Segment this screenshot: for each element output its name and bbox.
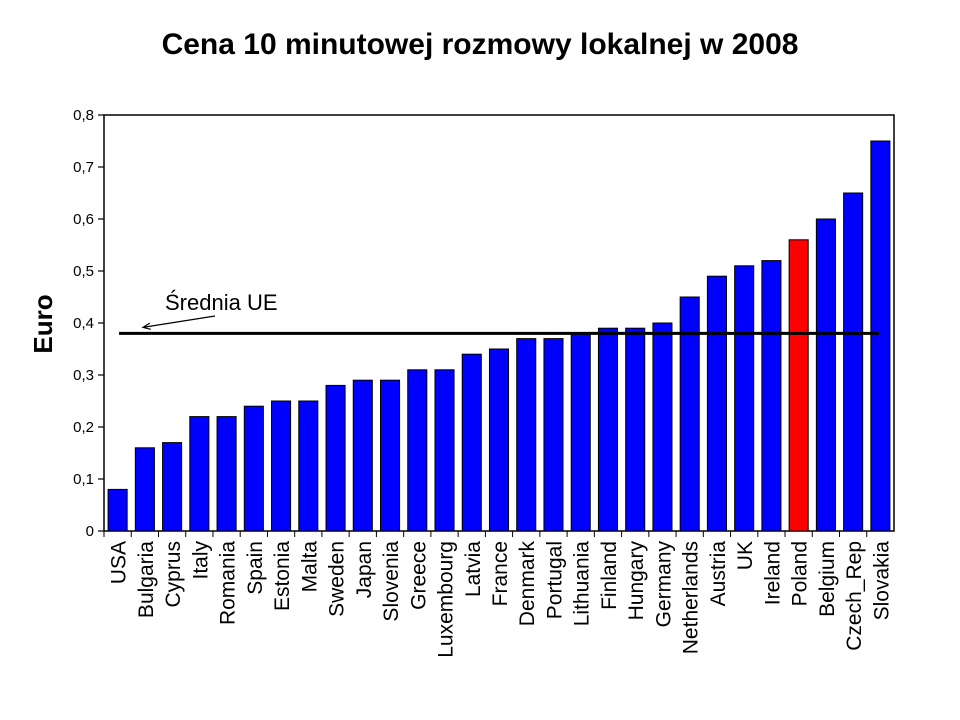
bar-italy (189, 416, 210, 532)
bar-denmark (516, 338, 537, 532)
bar-uk (734, 265, 755, 532)
bar-cyprus (162, 442, 183, 532)
bar-germany (652, 322, 673, 532)
bar-sweden (325, 384, 346, 532)
bar-france (488, 348, 510, 532)
bar-spain (243, 405, 264, 532)
x-tick-label: UK (734, 541, 757, 570)
x-tick-label: Czech_Rep (843, 541, 866, 651)
bars (107, 140, 891, 532)
eu-average-annotation: Średnia UE (165, 290, 278, 315)
y-tick-label: 0,6 (73, 211, 94, 228)
bar-romania (216, 416, 237, 532)
x-tick-label: Estonia (271, 541, 294, 611)
x-axis-labels: USA Bulgaria Cyprus Italy Romania Spain Estoni… (103, 531, 893, 658)
bar-finland (597, 327, 618, 532)
bar-hungary (625, 327, 646, 532)
bar-poland (788, 239, 809, 532)
x-tick-label: Latvia (462, 541, 485, 597)
bar-greece (407, 369, 428, 532)
y-tick-label: 0 (86, 523, 94, 540)
x-tick-label: Japan (353, 541, 376, 598)
bar-luxembourg (434, 369, 455, 532)
bar-portugal (543, 338, 564, 532)
y-axis-label: Euro (28, 294, 58, 353)
x-tick-label: France (489, 541, 512, 606)
x-tick-label: Spain (244, 541, 267, 595)
chart-title: Cena 10 minutowej rozmowy lokalnej w 200… (161, 28, 799, 61)
x-tick-label: Austria (707, 541, 730, 607)
y-tick-label: 0,1 (73, 471, 94, 488)
x-tick-label: Sweden (326, 541, 349, 617)
y-axis-ticks: 0 0,1 0,2 0,3 0,4 0,5 0,6 0,7 0,8 (73, 107, 104, 540)
bar-lithuania (570, 332, 591, 532)
x-tick-label: Finland (598, 541, 621, 610)
bar-slovenia (380, 379, 401, 532)
y-tick-label: 0,7 (73, 159, 94, 176)
x-tick-label: Lithuania (571, 541, 594, 627)
reference-line-group: Średnia UE (119, 290, 879, 335)
y-tick-label: 0,8 (73, 107, 94, 124)
x-tick-label: Luxembourg (435, 541, 458, 658)
x-tick-label: Netherlands (680, 541, 703, 654)
y-tick-label: 0,5 (73, 263, 94, 280)
bar-bulgaria (134, 447, 155, 532)
x-tick-label: Poland (789, 541, 812, 606)
x-tick-label: Greece (407, 541, 430, 610)
x-tick-label: Portugal (543, 541, 566, 619)
x-tick-label: Belgium (816, 541, 839, 617)
bar-latvia (461, 353, 482, 532)
x-tick-label: Denmark (516, 541, 539, 627)
x-tick-label: Italy (189, 541, 212, 580)
x-tick-label: Cyprus (162, 541, 185, 608)
bar-ireland (761, 260, 782, 532)
x-tick-label: USA (108, 541, 131, 584)
y-tick-label: 0,3 (73, 367, 94, 384)
bar-japan (352, 379, 373, 532)
x-tick-label: Slovenia (380, 541, 403, 622)
x-tick-label: Slovakia (870, 541, 893, 621)
x-tick-label: Romania (217, 541, 240, 625)
x-tick-label: Hungary (625, 541, 648, 621)
bar-czech-rep (843, 192, 864, 532)
x-tick-label: Malta (298, 541, 321, 593)
bar-usa (107, 488, 128, 532)
bar-netherlands (679, 296, 700, 532)
bar-malta (298, 400, 319, 532)
bar-belgium (815, 218, 836, 532)
x-tick-label: Germany (652, 541, 675, 628)
bar-austria (706, 275, 727, 532)
y-tick-label: 0,2 (73, 419, 94, 436)
x-tick-label: Ireland (761, 541, 784, 605)
y-tick-label: 0,4 (73, 315, 94, 332)
bar-slovakia (870, 140, 891, 532)
annotation-arrow (142, 315, 216, 328)
annotation-arrowhead (141, 322, 151, 330)
x-tick-label: Bulgaria (135, 541, 158, 618)
bar-estonia (271, 400, 292, 532)
